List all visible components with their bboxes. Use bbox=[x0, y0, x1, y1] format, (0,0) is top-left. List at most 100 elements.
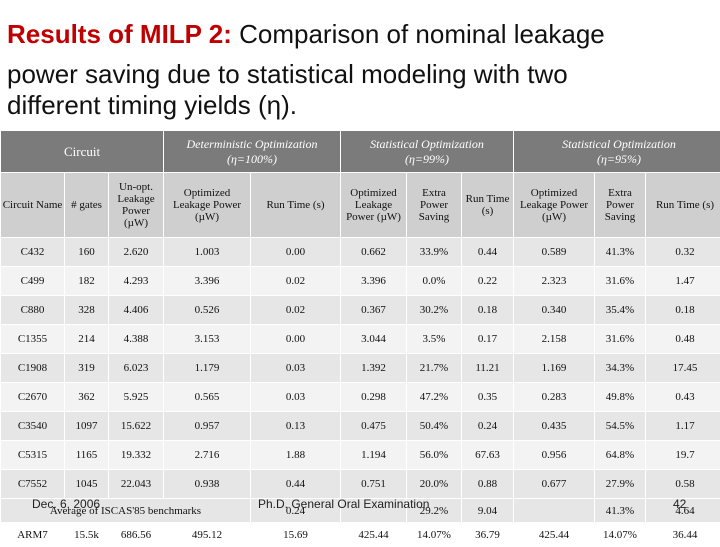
table-cell: 35.4% bbox=[595, 296, 646, 325]
table-cell: 3.044 bbox=[341, 325, 407, 354]
table-cell: 31.6% bbox=[595, 267, 646, 296]
table-cell: 4.406 bbox=[109, 296, 164, 325]
footer-date: Dec. 6, 2006 bbox=[32, 497, 100, 511]
table-cell: 36.44 bbox=[646, 523, 720, 547]
group-header-stat-99: Statistical Optimization(η=99%) bbox=[341, 131, 514, 173]
table-cell: C5315 bbox=[1, 441, 65, 470]
table-cell: 20.0% bbox=[407, 470, 462, 499]
column-header-row: Circuit Name # gates Un-opt. Leakage Pow… bbox=[1, 173, 720, 238]
table-cell: 0.43 bbox=[646, 383, 720, 412]
table-cell: C880 bbox=[1, 296, 65, 325]
table-cell: 425.44 bbox=[514, 523, 595, 547]
table-cell: C1355 bbox=[1, 325, 65, 354]
table-cell: 4.388 bbox=[109, 325, 164, 354]
table-cell: 0.475 bbox=[341, 412, 407, 441]
table-cell: 0.02 bbox=[251, 267, 341, 296]
table-cell: 0.589 bbox=[514, 238, 595, 267]
table-cell: 2.716 bbox=[164, 441, 251, 470]
table-cell: 0.283 bbox=[514, 383, 595, 412]
table-cell: 0.00 bbox=[251, 238, 341, 267]
table-cell: 67.63 bbox=[462, 441, 514, 470]
arm7-row: ARM7 15.5k 686.56 495.12 15.69 425.44 14… bbox=[1, 523, 720, 547]
col-header-s99-leakage: Optimized Leakage Power (µW) bbox=[341, 173, 407, 238]
table-cell: 41.3% bbox=[595, 238, 646, 267]
table-cell: 0.0% bbox=[407, 267, 462, 296]
table-cell: 4.293 bbox=[109, 267, 164, 296]
table-cell: 0.03 bbox=[251, 383, 341, 412]
col-header-s95-leakage: Optimized Leakage Power (µW) bbox=[514, 173, 595, 238]
table-cell: 0.44 bbox=[251, 470, 341, 499]
col-header-gates: # gates bbox=[65, 173, 109, 238]
table-cell: 3.5% bbox=[407, 325, 462, 354]
table-cell: 0.24 bbox=[462, 412, 514, 441]
table-cell: 495.12 bbox=[164, 523, 251, 547]
table-cell: 1.003 bbox=[164, 238, 251, 267]
col-header-s99-extra: Extra Power Saving bbox=[407, 173, 462, 238]
table-cell: 2.620 bbox=[109, 238, 164, 267]
table-cell: 1.392 bbox=[341, 354, 407, 383]
table-cell: 0.18 bbox=[646, 296, 720, 325]
group-header-stat-95: Statistical Optimization(η=95%) bbox=[514, 131, 720, 173]
title-line-1-rest: Comparison of nominal leakage bbox=[232, 19, 605, 49]
table-cell: 0.58 bbox=[646, 470, 720, 499]
table-cell: 56.0% bbox=[407, 441, 462, 470]
table-cell: 1097 bbox=[65, 412, 109, 441]
table-cell: 0.298 bbox=[341, 383, 407, 412]
table-cell: 362 bbox=[65, 383, 109, 412]
table-cell: 1045 bbox=[65, 470, 109, 499]
table-cell: 27.9% bbox=[595, 470, 646, 499]
table-cell: 30.2% bbox=[407, 296, 462, 325]
table-cell: 33.9% bbox=[407, 238, 462, 267]
col-header-det-runtime: Run Time (s) bbox=[251, 173, 341, 238]
table-cell: 425.44 bbox=[341, 523, 407, 547]
table-cell: 49.8% bbox=[595, 383, 646, 412]
table-cell: 2.158 bbox=[514, 325, 595, 354]
table-cell: 182 bbox=[65, 267, 109, 296]
table-cell: 0.02 bbox=[251, 296, 341, 325]
table-cell: 214 bbox=[65, 325, 109, 354]
table-cell: 15.69 bbox=[251, 523, 341, 547]
average-s95-extra: 41.3% bbox=[595, 499, 646, 523]
table-cell: 34.3% bbox=[595, 354, 646, 383]
table-cell: 0.367 bbox=[341, 296, 407, 325]
table-cell: 0.44 bbox=[462, 238, 514, 267]
table-cell: 47.2% bbox=[407, 383, 462, 412]
group-header-stat-99-yield: (η=99%) bbox=[405, 152, 449, 166]
col-header-det-leakage: Optimized Leakage Power (µW) bbox=[164, 173, 251, 238]
table-cell: 328 bbox=[65, 296, 109, 325]
table-cell: 19.7 bbox=[646, 441, 720, 470]
table-cell: C432 bbox=[1, 238, 65, 267]
table-cell: 0.565 bbox=[164, 383, 251, 412]
average-empty bbox=[514, 499, 595, 523]
table-cell: 0.957 bbox=[164, 412, 251, 441]
table-cell: 1.169 bbox=[514, 354, 595, 383]
average-s99-runtime: 9.04 bbox=[462, 499, 514, 523]
table-cell: 11.21 bbox=[462, 354, 514, 383]
table-cell: 54.5% bbox=[595, 412, 646, 441]
table-cell: C2670 bbox=[1, 383, 65, 412]
table-cell: 3.396 bbox=[341, 267, 407, 296]
group-header-stat-99-title: Statistical Optimization bbox=[370, 137, 484, 151]
table-cell: 2.323 bbox=[514, 267, 595, 296]
table-cell: 0.677 bbox=[514, 470, 595, 499]
table-cell: 0.32 bbox=[646, 238, 720, 267]
table-cell: 0.18 bbox=[462, 296, 514, 325]
col-header-unopt-leakage: Un-opt. Leakage Power (µW) bbox=[109, 173, 164, 238]
table-cell: 0.48 bbox=[646, 325, 720, 354]
table-cell: 0.13 bbox=[251, 412, 341, 441]
table-cell: 0.00 bbox=[251, 325, 341, 354]
col-header-s95-runtime: Run Time (s) bbox=[646, 173, 720, 238]
table-cell: 17.45 bbox=[646, 354, 720, 383]
table-cell: 0.35 bbox=[462, 383, 514, 412]
title-line-1: Results of MILP 2: Comparison of nominal… bbox=[7, 16, 605, 52]
table-cell: 0.662 bbox=[341, 238, 407, 267]
table-cell: 1.179 bbox=[164, 354, 251, 383]
table-cell: 21.7% bbox=[407, 354, 462, 383]
